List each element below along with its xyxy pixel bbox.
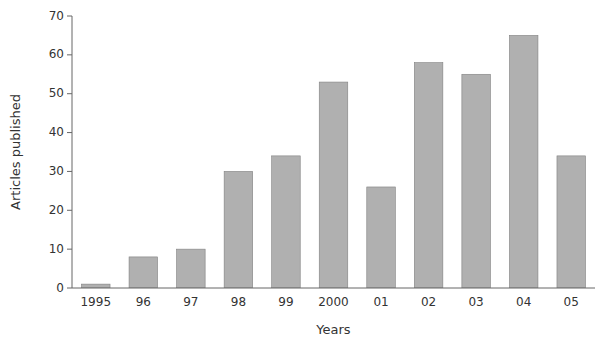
bar [272,156,301,288]
y-tick [67,16,72,17]
y-tick [67,288,72,289]
y-tick [67,249,72,250]
x-tick-label: 96 [136,295,151,309]
x-tick-label: 1995 [80,295,111,309]
x-tick-label: 02 [421,295,436,309]
x-tick-label: 98 [231,295,246,309]
bar [509,35,538,288]
bar [129,257,158,288]
y-tick-label: 30 [49,164,64,178]
bar [367,187,396,288]
x-axis-line [72,288,595,289]
bar [82,284,111,288]
y-tick [67,54,72,55]
x-axis-title: Years [315,322,351,337]
bar [177,249,206,288]
y-tick [67,210,72,211]
y-tick-label: 70 [49,9,64,23]
bar [462,74,491,288]
bar [319,82,348,288]
x-tick-label: 99 [278,295,293,309]
x-tick-label: 97 [183,295,198,309]
y-tick-label: 20 [49,203,64,217]
y-tick-label: 10 [49,242,64,256]
bar [224,171,253,288]
x-tick-label: 03 [468,295,483,309]
y-tick-label: 50 [49,86,64,100]
x-tick-label: 01 [373,295,388,309]
bars [82,35,586,288]
y-tick-label: 60 [49,47,64,61]
x-axis: 1995 96 97 98 99 2000 01 02 03 04 05 [72,288,595,309]
chart-container: 0 10 20 30 40 50 60 70 1995 96 97 98 99 2000 01 02 03 04 0… [0,0,611,346]
y-tick [67,171,72,172]
y-axis: 0 10 20 30 40 50 60 70 [49,9,72,295]
x-tick-label: 05 [564,295,579,309]
bar [557,156,586,288]
chart-svg: 0 10 20 30 40 50 60 70 1995 96 97 98 99 2000 01 02 03 04 0… [0,0,611,346]
x-tick-label: 04 [516,295,531,309]
y-tick [67,93,72,94]
y-axis-line [72,16,73,288]
y-tick-label: 40 [49,125,64,139]
x-tick-label: 2000 [318,295,349,309]
y-axis-title: Articles published [8,94,23,210]
y-tick-label: 0 [56,281,64,295]
bar [414,63,443,288]
y-tick [67,132,72,133]
